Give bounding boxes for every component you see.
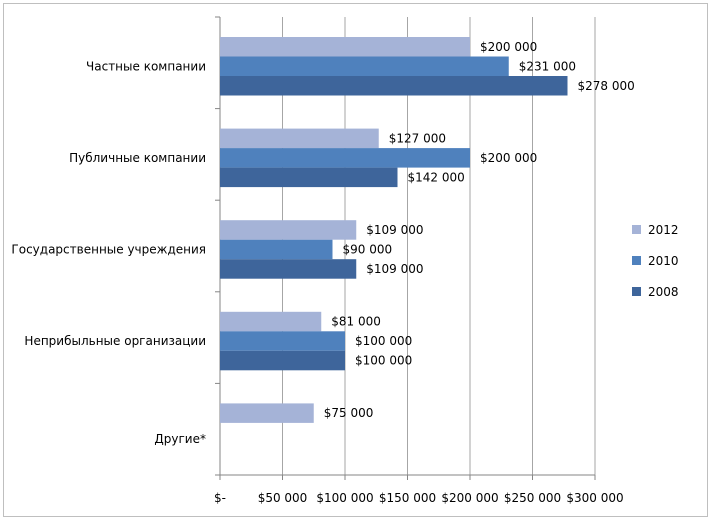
data-label: $127 000 — [389, 131, 446, 145]
legend-swatch — [632, 225, 641, 234]
legend-label: 2008 — [648, 285, 679, 299]
bar — [220, 167, 398, 188]
data-label: $200 000 — [480, 151, 537, 165]
data-label: $231 000 — [519, 59, 576, 73]
x-tick-label: $100 000 — [316, 491, 373, 505]
bar — [220, 148, 470, 168]
data-label: $109 000 — [366, 262, 423, 276]
x-tick-label: $- — [214, 491, 226, 505]
bar — [220, 56, 509, 76]
x-tick-label: $150 000 — [379, 491, 436, 505]
category-label: Другие* — [154, 432, 206, 446]
x-tick-label: $200 000 — [441, 491, 498, 505]
category-label: Частные компании — [86, 59, 206, 73]
bar — [220, 331, 345, 351]
bar — [220, 239, 333, 260]
bar — [220, 220, 357, 240]
bar — [220, 259, 357, 279]
legend-swatch — [632, 256, 641, 265]
category-label: Государственные учреждения — [11, 242, 206, 256]
legend-label: 2012 — [648, 223, 679, 237]
category-label: Неприбыльные организации — [24, 334, 206, 348]
bar — [220, 76, 568, 96]
legend-swatch — [632, 287, 641, 296]
data-label: $75 000 — [324, 406, 374, 420]
data-label: $142 000 — [408, 170, 465, 184]
data-label: $100 000 — [355, 334, 412, 348]
data-label: $200 000 — [480, 40, 537, 54]
bar — [220, 350, 345, 371]
data-label: $109 000 — [366, 223, 423, 237]
x-tick-label: $300 000 — [566, 491, 623, 505]
bar — [220, 403, 314, 423]
x-tick-label: $250 000 — [504, 491, 561, 505]
bar — [220, 128, 379, 149]
data-label: $100 000 — [355, 354, 412, 368]
data-label: $90 000 — [343, 242, 393, 256]
bar — [220, 37, 470, 57]
data-label: $278 000 — [578, 79, 635, 93]
x-tick-label: $50 000 — [258, 491, 308, 505]
data-label: $81 000 — [331, 315, 381, 329]
category-label: Публичные компании — [69, 151, 206, 165]
bar — [220, 311, 322, 332]
legend-label: 2010 — [648, 254, 679, 268]
